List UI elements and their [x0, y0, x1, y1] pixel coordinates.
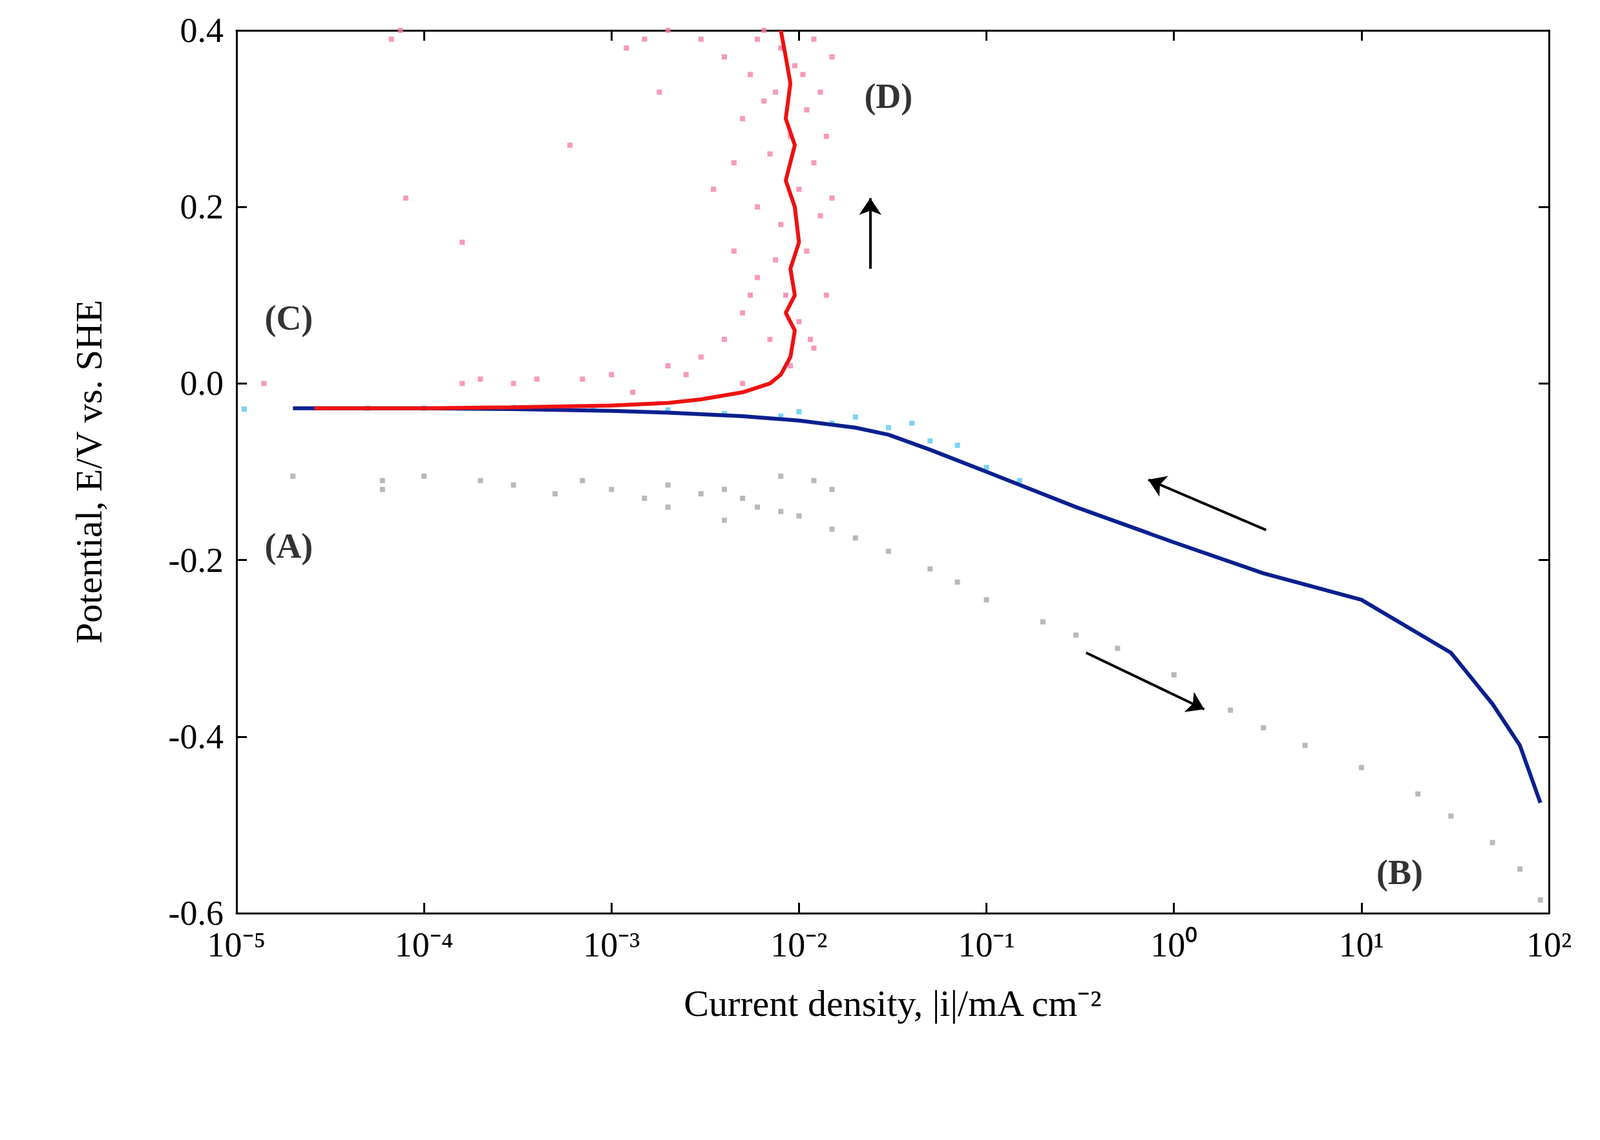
svg-text:(D): (D)	[863, 76, 913, 116]
svg-text:10⁻²: 10⁻²	[770, 925, 828, 965]
svg-text:Current density, |i|/mA cm⁻²: Current density, |i|/mA cm⁻²	[683, 982, 1102, 1025]
svg-text:-0.4: -0.4	[168, 717, 224, 757]
svg-text:0.0: 0.0	[180, 363, 225, 403]
svg-text:Potential, E/V vs. SHE: Potential, E/V vs. SHE	[67, 299, 110, 644]
svg-text:10⁻⁵: 10⁻⁵	[207, 925, 267, 965]
svg-text:(A): (A)	[264, 526, 313, 566]
svg-text:10⁻³: 10⁻³	[582, 925, 640, 965]
svg-text:-0.2: -0.2	[168, 540, 224, 580]
svg-text:10⁰: 10⁰	[1150, 925, 1198, 965]
svg-text:(B): (B)	[1376, 852, 1423, 892]
svg-text:0.4: 0.4	[180, 10, 225, 50]
svg-text:10⁻¹: 10⁻¹	[957, 925, 1015, 965]
svg-text:0.2: 0.2	[180, 187, 225, 227]
svg-text:(C): (C)	[264, 298, 313, 338]
svg-text:10¹: 10¹	[1338, 925, 1385, 965]
svg-text:10²: 10²	[1526, 925, 1572, 965]
svg-text:10⁻⁴: 10⁻⁴	[394, 925, 454, 965]
svg-text:-0.6: -0.6	[168, 893, 224, 933]
